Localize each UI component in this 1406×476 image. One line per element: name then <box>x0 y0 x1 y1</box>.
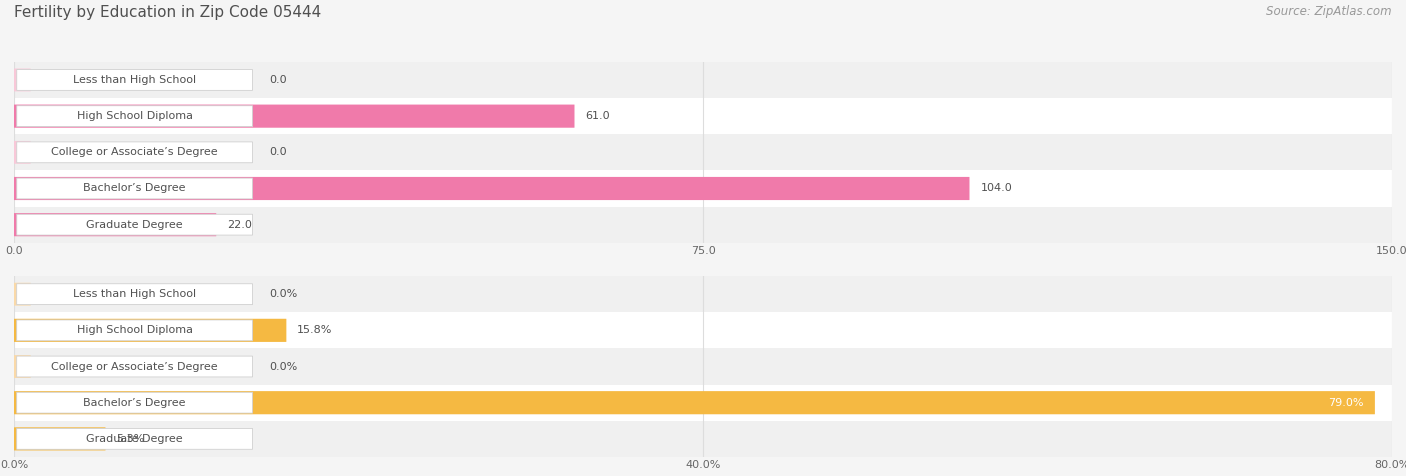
FancyBboxPatch shape <box>14 355 31 378</box>
Text: 61.0: 61.0 <box>585 111 610 121</box>
Text: High School Diploma: High School Diploma <box>76 111 193 121</box>
FancyBboxPatch shape <box>14 69 31 91</box>
FancyBboxPatch shape <box>14 62 1392 98</box>
FancyBboxPatch shape <box>14 319 287 342</box>
FancyBboxPatch shape <box>14 427 105 450</box>
Text: High School Diploma: High School Diploma <box>76 325 193 336</box>
FancyBboxPatch shape <box>17 142 253 163</box>
Text: 5.3%: 5.3% <box>117 434 145 444</box>
FancyBboxPatch shape <box>14 283 31 306</box>
FancyBboxPatch shape <box>14 177 970 200</box>
FancyBboxPatch shape <box>17 428 253 449</box>
Text: Less than High School: Less than High School <box>73 75 197 85</box>
FancyBboxPatch shape <box>14 134 1392 170</box>
FancyBboxPatch shape <box>17 320 253 341</box>
FancyBboxPatch shape <box>17 392 253 413</box>
Text: Graduate Degree: Graduate Degree <box>86 219 183 230</box>
Text: 0.0%: 0.0% <box>269 289 297 299</box>
Text: Less than High School: Less than High School <box>73 289 197 299</box>
Text: Graduate Degree: Graduate Degree <box>86 434 183 444</box>
FancyBboxPatch shape <box>14 348 1392 385</box>
Text: 15.8%: 15.8% <box>297 325 333 336</box>
FancyBboxPatch shape <box>14 421 1392 457</box>
Text: Bachelor’s Degree: Bachelor’s Degree <box>83 397 186 408</box>
Text: 0.0: 0.0 <box>269 147 287 158</box>
Text: 0.0: 0.0 <box>269 75 287 85</box>
FancyBboxPatch shape <box>14 213 217 236</box>
Text: 0.0%: 0.0% <box>269 361 297 372</box>
Text: 22.0: 22.0 <box>228 219 252 230</box>
FancyBboxPatch shape <box>17 178 253 199</box>
FancyBboxPatch shape <box>14 98 1392 134</box>
FancyBboxPatch shape <box>14 391 1375 414</box>
FancyBboxPatch shape <box>14 276 1392 312</box>
FancyBboxPatch shape <box>17 106 253 127</box>
Text: Source: ZipAtlas.com: Source: ZipAtlas.com <box>1267 5 1392 18</box>
FancyBboxPatch shape <box>14 105 575 128</box>
Text: 79.0%: 79.0% <box>1329 397 1364 408</box>
FancyBboxPatch shape <box>17 356 253 377</box>
FancyBboxPatch shape <box>17 284 253 305</box>
FancyBboxPatch shape <box>14 385 1392 421</box>
FancyBboxPatch shape <box>17 69 253 90</box>
FancyBboxPatch shape <box>14 170 1392 207</box>
FancyBboxPatch shape <box>14 312 1392 348</box>
Text: College or Associate’s Degree: College or Associate’s Degree <box>51 147 218 158</box>
Text: Fertility by Education in Zip Code 05444: Fertility by Education in Zip Code 05444 <box>14 5 322 20</box>
Text: 104.0: 104.0 <box>980 183 1012 194</box>
FancyBboxPatch shape <box>14 207 1392 243</box>
FancyBboxPatch shape <box>14 141 31 164</box>
Text: College or Associate’s Degree: College or Associate’s Degree <box>51 361 218 372</box>
FancyBboxPatch shape <box>17 214 253 235</box>
Text: Bachelor’s Degree: Bachelor’s Degree <box>83 183 186 194</box>
